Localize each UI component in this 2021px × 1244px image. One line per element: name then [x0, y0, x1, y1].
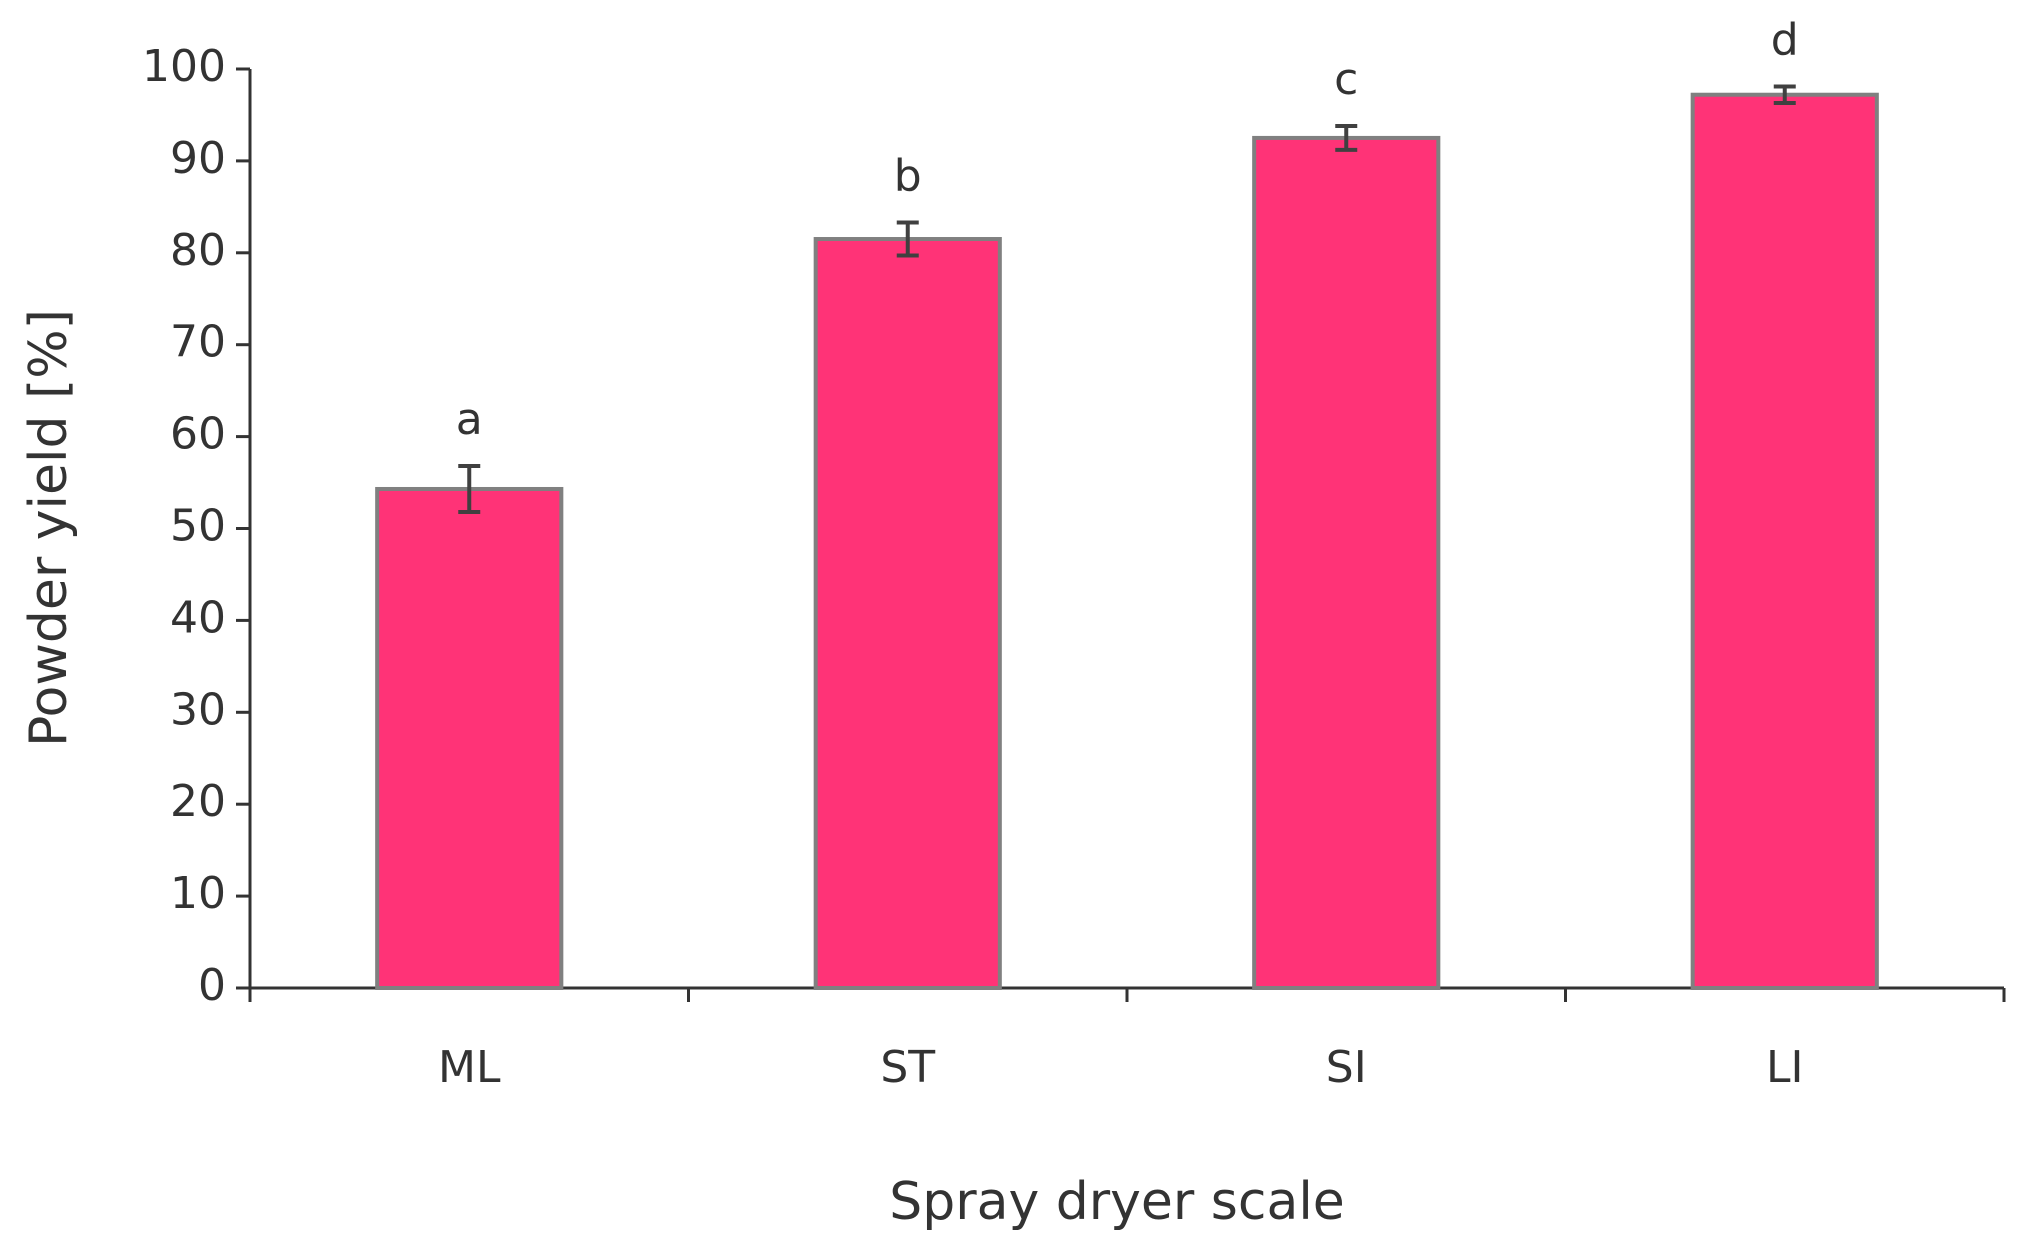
x-tick-label: LI — [1766, 1042, 1804, 1093]
y-tick-label: 80 — [170, 225, 226, 276]
error-bar — [1773, 84, 1796, 106]
y-tick-label: 40 — [170, 592, 226, 643]
y-tick-label: 70 — [170, 317, 226, 368]
x-tick-label: ST — [880, 1042, 935, 1093]
y-tick-label: 60 — [170, 409, 226, 460]
bar — [1252, 135, 1441, 991]
y-tick-label: 50 — [170, 501, 226, 552]
bar — [813, 237, 1002, 990]
y-tick-label: 90 — [170, 133, 226, 184]
bar — [1690, 92, 1879, 991]
significance-label: a — [456, 394, 483, 445]
bar — [375, 486, 564, 990]
x-axis-title: Spray dryer scale — [889, 1172, 1345, 1232]
y-tick-label: 20 — [170, 776, 226, 827]
error-bar — [1335, 123, 1358, 152]
y-tick-label: 100 — [142, 41, 226, 92]
error-bar — [458, 464, 481, 514]
significance-label: d — [1771, 14, 1799, 65]
error-bar — [896, 220, 919, 258]
y-axis-title: Powder yield [%] — [19, 309, 79, 747]
significance-label: c — [1334, 54, 1358, 105]
x-tick-label: ML — [438, 1042, 501, 1093]
y-tick-label: 0 — [198, 960, 226, 1011]
y-tick-label: 10 — [170, 868, 226, 919]
y-tick-label: 30 — [170, 684, 226, 735]
x-tick-label: SI — [1326, 1042, 1367, 1093]
significance-label: b — [894, 150, 922, 201]
